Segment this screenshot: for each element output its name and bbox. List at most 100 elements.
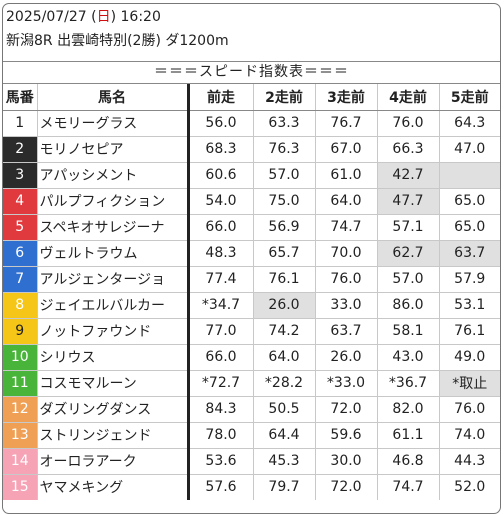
speed-index-last-race: 48.3 [188,240,254,267]
col-header-4-races-ago: 4走前 [377,84,440,111]
table-row: 5 スペキオサレジーナ 66.0 56.9 74.7 57.1 65.0 [3,214,500,241]
speed-index-5-races-ago: 44.3 [439,448,500,475]
col-header-3-races-ago: 3走前 [315,84,378,111]
speed-index-5-races-ago: 76.1 [439,318,500,345]
speed-index-5-races-ago: 52.0 [454,479,486,496]
table-row: 1 メモリーグラス 56.0 63.3 76.7 76.0 64.3 [3,110,500,137]
horse-name-cell: ジェイエルバルカー [37,292,190,319]
speed-index-last-race: 84.3 [188,396,254,423]
speed-index-4-races-ago: 61.1 [377,422,440,449]
speed-index-4-races-ago: 66.3 [377,136,440,163]
speed-index-2-races-ago: 75.0 [253,188,316,215]
col-header-last-race: 前走 [188,84,254,111]
horse-number-cell: 9 [3,318,38,345]
speed-index-4-races-ago: 58.1 [377,318,440,345]
speed-index-3-races-ago: 70.0 [315,240,378,267]
speed-index-3-races-ago: 74.7 [315,214,378,241]
speed-index-4-races-ago: 57.0 [377,266,440,293]
speed-index-4-races-ago: 46.8 [377,448,440,475]
speed-index-5-races-ago: 74.0 [439,422,500,449]
speed-index-2-races-ago: 57.0 [253,162,316,189]
race-datetime: 2025/07/27 (日) 16:20 [6,7,161,28]
horse-number-cell: 11 [3,370,38,397]
horse-number-cell: 1 [3,110,38,137]
speed-index-2-races-ago: 79.7 [253,474,316,500]
horse-number-cell: 6 [3,240,38,267]
speed-index-4-races-ago: 74.7 [377,474,440,500]
horse-name-cell: メモリーグラス [37,110,190,137]
horse-name-cell: ヤマメキング [37,474,190,500]
speed-index-2-races-ago: 56.9 [253,214,316,241]
horse-number-cell: 12 [3,396,38,423]
speed-index-5-races-ago: 47.0 [439,136,500,163]
speed-index-5-races-ago: *取止 [439,370,500,397]
col-header-2-races-ago: 2走前 [253,84,316,111]
speed-index-5-races-ago: 63.7 [439,240,500,267]
table-row: 8 ジェイエルバルカー *34.7 26.0 33.0 86.0 53.1 [3,292,500,319]
speed-index-last-race: 78.0 [188,422,254,449]
horse-number-cell: 15 [3,474,38,500]
col-header-5-races-ago: 5走前 [439,84,500,111]
speed-index-5-races-ago: 64.3 [439,110,500,137]
speed-index-3-races-ago: 64.0 [315,188,378,215]
speed-index-2-races-ago: 65.7 [253,240,316,267]
speed-index-table: 馬番 馬名 前走 2走前 3走前 4走前 5走前 1 メモリーグラス 56.0 63.… [3,84,500,500]
horse-name-cell: ダズリングダンス [37,396,190,423]
speed-index-2-races-ago: 74.2 [253,318,316,345]
speed-index-last-race: 68.3 [188,136,254,163]
speed-index-4-races-ago: 47.7 [377,188,440,215]
speed-index-5-races-ago: 76.0 [439,396,500,423]
speed-index-3-races-ago: 72.0 [315,396,378,423]
speed-index-2-races-ago: 76.3 [253,136,316,163]
speed-index-3-races-ago: 76.7 [315,110,378,137]
speed-index-last-race: 66.0 [188,344,254,371]
horse-number-cell: 4 [3,188,38,215]
speed-index-3-races-ago: 72.0 [315,474,378,500]
speed-index-4-races-ago: 42.7 [377,162,440,189]
horse-number-cell: 5 [3,214,38,241]
horse-name-cell: スペキオサレジーナ [37,214,190,241]
table-row: 14 オーロラアーク 53.6 45.3 30.0 46.8 44.3 [3,448,500,475]
speed-index-3-races-ago: 33.0 [315,292,378,319]
race-info: 新潟8R 出雲崎特別(2勝) ダ1200m [6,33,229,49]
speed-index-2-races-ago: 64.4 [253,422,316,449]
speed-index-4-races-ago: 76.0 [377,110,440,137]
speed-index-3-races-ago: 63.7 [315,318,378,345]
speed-index-5-races-ago: 57.9 [439,266,500,293]
speed-index-3-races-ago: 30.0 [315,448,378,475]
horse-name-cell: モリノセピア [37,136,190,163]
speed-index-last-race: 66.0 [188,214,254,241]
table-row: 6 ヴェルトラウム 48.3 65.7 70.0 62.7 63.7 [3,240,500,267]
speed-index-4-races-ago: 43.0 [377,344,440,371]
horse-name-cell: ヴェルトラウム [37,240,190,267]
speed-index-4-races-ago: 86.0 [377,292,440,319]
date-text: 2025/07/27 ( [6,9,97,25]
speed-index-last-race: 56.0 [188,110,254,137]
speed-index-last-race: 60.6 [188,162,254,189]
speed-index-3-races-ago: 67.0 [315,136,378,163]
speed-index-last-race: 54.0 [188,188,254,215]
speed-index-card: 2025/07/27 (日) 16:20 新潟8R 出雲崎特別(2勝) ダ120… [2,3,501,514]
speed-index-3-races-ago: 61.0 [315,162,378,189]
speed-index-last-race: 77.0 [188,318,254,345]
horse-number-cell: 8 [3,292,38,319]
table-row: 7 アルジェンタージョ 77.4 76.1 76.0 57.0 57.9 [3,266,500,293]
speed-index-5-races-ago: 65.0 [439,214,500,241]
horse-number-cell: 2 [3,136,38,163]
speed-index-2-races-ago: 63.3 [253,110,316,137]
table-row: 13 ストリンジェンド 78.0 64.4 59.6 61.1 74.0 [3,422,500,449]
speed-index-last-race: 57.6 [188,474,254,500]
header-row: 馬番 馬名 前走 2走前 3走前 4走前 5走前 [3,84,500,111]
speed-index-5-races-ago [439,162,500,189]
speed-index-5-races-ago: 53.1 [439,292,500,319]
speed-index-2-races-ago: 64.0 [253,344,316,371]
horse-name-cell: オーロラアーク [37,448,190,475]
col-header-name: 馬名 [37,84,190,111]
speed-index-5-races-ago: 65.0 [439,188,500,215]
table-row: 15 ヤマメキング 57.6 79.7 72.0 74.7 52.0 [3,474,500,500]
weekday-text: 日 [96,9,111,25]
table-row: 9 ノットファウンド 77.0 74.2 63.7 58.1 76.1 [3,318,500,345]
speed-index-4-races-ago: 57.1 [377,214,440,241]
speed-index-3-races-ago: *33.0 [315,370,378,397]
table-row: 4 パルプフィクション 54.0 75.0 64.0 47.7 65.0 [3,188,500,215]
